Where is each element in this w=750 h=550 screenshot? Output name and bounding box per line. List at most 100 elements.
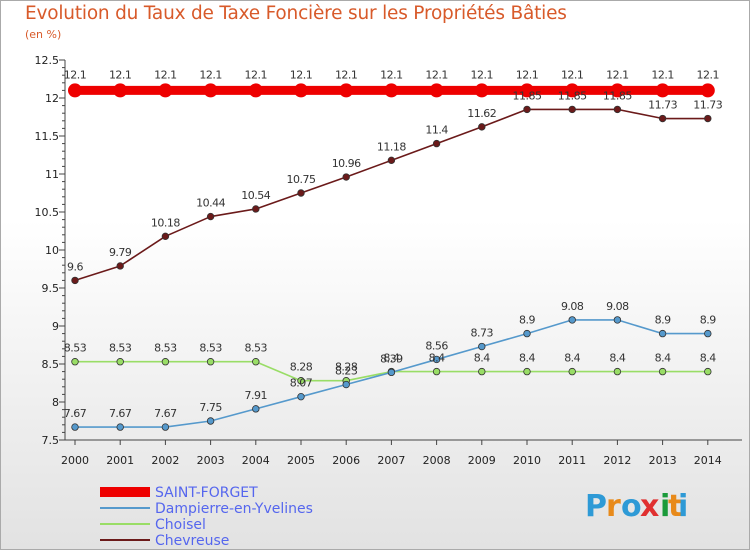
data-point [206,417,215,425]
data-point [478,342,486,351]
y-tick-label: 9.5 [42,282,60,295]
data-label: 12.1 [64,68,87,81]
data-point [658,329,667,338]
data-point [568,367,576,376]
data-point [161,358,170,366]
logo-letter: i [660,489,670,524]
data-label: 8.4 [383,352,399,365]
data-label: 12.1 [516,68,539,81]
data-label: 12.1 [290,68,313,81]
logo-letter: t [668,489,682,524]
data-label: 8.39 [380,352,403,365]
data-label: 8.4 [519,352,535,365]
data-label: 10.96 [332,157,361,170]
data-point [478,367,486,376]
data-point [297,392,305,401]
data-label: 7.67 [154,407,177,420]
data-point [387,156,396,165]
data-point [613,316,622,324]
data-point [248,83,263,98]
data-label: 11.73 [648,99,677,112]
data-point [297,189,305,197]
data-point [342,380,350,389]
data-point [523,105,531,114]
data-point [520,83,534,98]
data-label: 12.1 [154,68,177,81]
data-label: 12.1 [561,68,584,81]
data-label: 10.75 [287,173,316,186]
data-label: 12.1 [697,68,720,81]
data-label: 8.56 [425,339,448,352]
data-point [658,114,667,123]
x-tick-label: 2007 [377,454,405,467]
data-labels: 12.1 12.1 12.1 12.1 12.1 12.1 12.1 12.1 12.1 12.1… [64,68,724,420]
data-point [700,83,715,98]
data-point [161,423,170,431]
data-label: 11.4 [425,124,448,137]
data-label: 10.18 [151,216,180,229]
logo-letter: r [606,489,621,524]
data-label: 8.73 [471,327,494,340]
series-points [68,83,715,431]
y-tick-label: 12 [45,92,59,105]
data-label: 11.73 [693,99,722,112]
data-point [432,355,441,364]
y-tick-label: 12.5 [35,54,60,67]
data-point [252,358,260,366]
data-label: 8.4 [700,352,716,365]
data-label: 11.85 [513,89,542,102]
data-point [116,262,124,270]
data-point [704,114,712,123]
data-point [116,358,124,366]
logo-letter: i [678,489,688,524]
data-point [613,105,622,114]
data-label: 8.53 [154,342,177,355]
data-label: 8.28 [290,361,313,374]
data-point [704,367,712,376]
data-point [342,173,350,181]
data-point [113,83,128,98]
x-tick-label: 2000 [61,454,89,467]
data-point [203,83,218,98]
y-tick-label: 9 [52,320,59,333]
x-tick-label: 2014 [694,454,722,467]
y-tick-label: 8 [52,396,59,409]
x-tick-label: 2004 [242,454,270,467]
data-point [339,83,354,98]
legend-swatch-SAINT-FORGET [100,487,150,497]
y-tick-label: 11.5 [35,130,60,143]
data-point [252,205,260,213]
data-label: 8.53 [199,342,222,355]
data-point [568,316,576,324]
data-label: 8.07 [290,377,313,390]
y-tick-label: 10.5 [35,206,60,219]
data-label: 10.44 [196,197,225,210]
data-label: 12.1 [471,68,494,81]
data-label: 12.1 [425,68,448,81]
data-point [658,367,667,376]
y-tick-label: 11 [45,168,59,181]
data-point [474,83,489,98]
data-label: 8.9 [655,314,671,327]
data-label: 8.4 [655,352,671,365]
data-point [429,83,444,98]
x-tick-label: 2011 [558,454,586,467]
data-point [161,232,170,241]
data-label: 12.1 [199,68,222,81]
logo-letter: o [621,489,642,524]
data-label: 9.6 [67,260,83,273]
data-label: 11.85 [558,89,587,102]
data-label: 8.53 [64,342,87,355]
chart-title: Evolution du Taux de Taxe Foncière sur l… [25,3,567,24]
data-point [523,329,531,338]
data-label: 7.75 [199,401,222,414]
data-label: 8.53 [245,342,268,355]
data-label: 12.1 [335,68,358,81]
legend-label: Choisel [155,517,206,533]
data-label: 8.9 [700,314,716,327]
data-point [158,83,173,98]
data-point [297,377,305,385]
data-label: 8.4 [564,352,580,365]
